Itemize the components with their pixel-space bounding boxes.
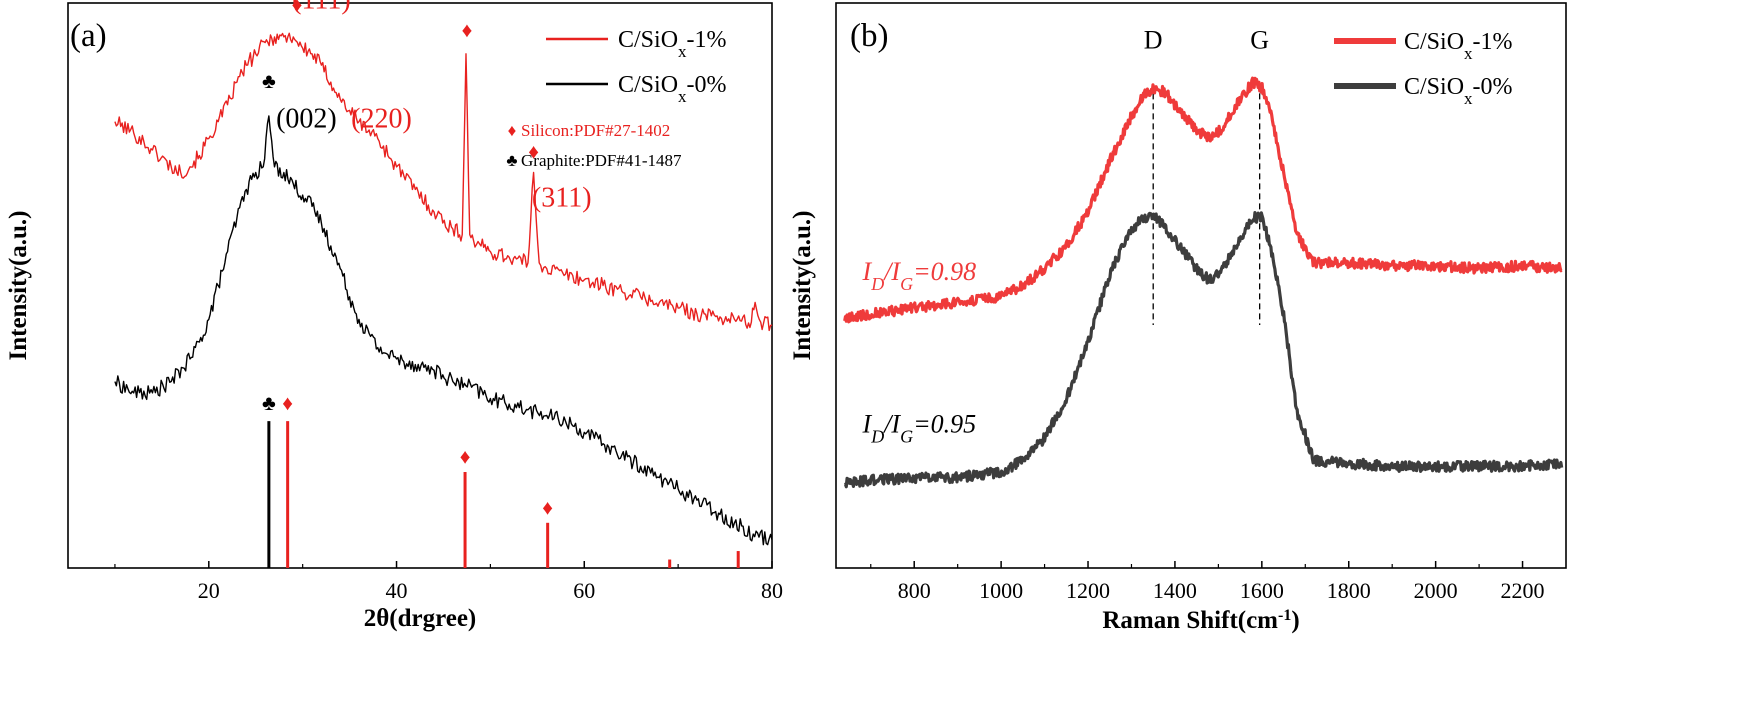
panel-a-peak-marker: ♦ [542, 495, 553, 519]
panel-b-peak-label: D [1144, 26, 1163, 55]
panel-b-xtick-label: 800 [898, 578, 931, 603]
panel-a-legend-label-main: C/SiO [618, 27, 678, 53]
panel-b-axes-frame [835, 2, 1567, 569]
panel-a-ref-legend-label: Graphite:PDF#41-1487 [521, 151, 682, 170]
panel-a-xtick-label: 40 [386, 578, 408, 603]
panel-b-ratio-label: ID/IG=0.98 [862, 257, 977, 294]
panel-b-xtick-label: 1400 [1153, 578, 1197, 603]
panel-a-peak-label: (111) [292, 0, 351, 16]
panel-a-legend-label-tail: -1% [687, 27, 727, 53]
panel-b-x-axis-label: Raman Shift(cm-1) [1102, 607, 1299, 635]
panel-a-label: (a) [70, 18, 107, 54]
panel-b-x-axis-label-sup: -1 [1278, 607, 1291, 624]
panel-b-legend-label-tail: -0% [1473, 74, 1513, 100]
panel-a-legend-label-sub: x [678, 87, 687, 106]
panel-a-legend-label: C/SiOx-1% [618, 27, 727, 61]
panel-a-ref-legend-symbol: ♣ [506, 151, 517, 170]
panel-a-legend-label: C/SiOx-0% [618, 72, 727, 106]
panel-b-y-axis-label: Intensity(a.u.) [789, 210, 816, 360]
panel-b-ratio-sub2: G [900, 274, 913, 294]
panel-b-xtick-label: 1200 [1066, 578, 1110, 603]
panel-b-ratio-slash: /I [882, 409, 901, 438]
panel-b-xtick-label: 1000 [979, 578, 1023, 603]
panel-b-xtick-label: 1800 [1327, 578, 1371, 603]
panel-a-xtick-label: 80 [761, 578, 783, 603]
panel-b-ratio-slash: /I [882, 257, 901, 286]
panel-b-legend-label-main: C/SiO [1404, 74, 1464, 100]
panel-a-peak-marker: ♦ [528, 139, 539, 163]
panel-a-ref-legend-label: Silicon:PDF#27-1402 [521, 121, 670, 140]
panel-b-legend-label-sub: x [1464, 44, 1473, 63]
panel-a-peak-label: (311) [532, 182, 592, 213]
panel-b-ratio-sub1: D [870, 426, 884, 446]
panel-a-y-axis-label: Intensity(a.u.) [5, 210, 32, 360]
panel-a-xtick-label: 60 [573, 578, 595, 603]
panel-a-peak-marker: ♣ [262, 69, 276, 93]
panel-a-x-axis-label: 2θ(drgree) [364, 605, 477, 632]
panel-b-ratio-sub1: D [870, 274, 884, 294]
panel-a-legend-label-main: C/SiO [618, 72, 678, 98]
panel-b-xtick-label: 1600 [1240, 578, 1284, 603]
panel-b-legend-label: C/SiOx-1% [1404, 29, 1513, 63]
panel-a-ref-legend-symbol: ♦ [508, 121, 517, 140]
panel-b-ratio-value: =0.95 [913, 409, 976, 438]
panel-a-peak-marker: ♦ [292, 0, 303, 16]
panel-a-peak-label: (220) [351, 103, 412, 134]
panel-b-legend-label-main: C/SiO [1404, 29, 1464, 55]
panel-a-peak-marker: ♣ [262, 391, 276, 415]
panel-b-legend-label-tail: -1% [1473, 29, 1513, 55]
panel-b-series-line-c-siox-0 [843, 211, 1564, 489]
panel-b-ratio-label: ID/IG=0.95 [862, 409, 977, 446]
panel-a-axes-frame [67, 2, 773, 569]
panel-a-legend-label-tail: -0% [687, 72, 727, 98]
panel-a-xtick-label: 20 [198, 578, 220, 603]
panel-b-legend-label: C/SiOx-0% [1404, 74, 1513, 108]
panel-b-xtick-label: 2200 [1501, 578, 1545, 603]
panel-b-peak-label: G [1250, 26, 1269, 55]
panel-b-xtick-label: 2000 [1414, 578, 1458, 603]
panel-b-ratio-i: I [862, 409, 873, 438]
panel-a-peak-marker: ♦ [282, 391, 293, 415]
panel-b-raman: 800 1000 1200 1400 1600 1800 2000 2200 Raman Shi… [789, 2, 1567, 635]
panel-b-legend-label-sub: x [1464, 89, 1473, 108]
panel-b-x-axis-label-tail: ) [1291, 607, 1299, 634]
panel-a-series-line-c-siox-1 [114, 32, 773, 332]
panel-a-peak-marker: ♦ [462, 18, 473, 42]
panel-b-ratio-value: =0.98 [913, 257, 976, 286]
panel-b-x-axis-label-main: Raman Shift(cm [1102, 607, 1278, 634]
panel-a-legend-label-sub: x [678, 42, 687, 61]
panel-b-ratio-i: I [862, 257, 873, 286]
panel-a-series-line-c-siox-0 [114, 115, 773, 546]
panel-a-peak-label: (002) [276, 103, 337, 134]
panel-a-peak-marker: ♦ [460, 444, 471, 468]
panel-b-label: (b) [850, 18, 888, 54]
panel-b-series-line-c-siox-1 [843, 76, 1563, 324]
panel-b-ratio-sub2: G [900, 426, 913, 446]
panel-a-xrd: 20 40 60 802θ(drgree)Intensity(a.u.)(a)♦(11… [5, 0, 783, 632]
